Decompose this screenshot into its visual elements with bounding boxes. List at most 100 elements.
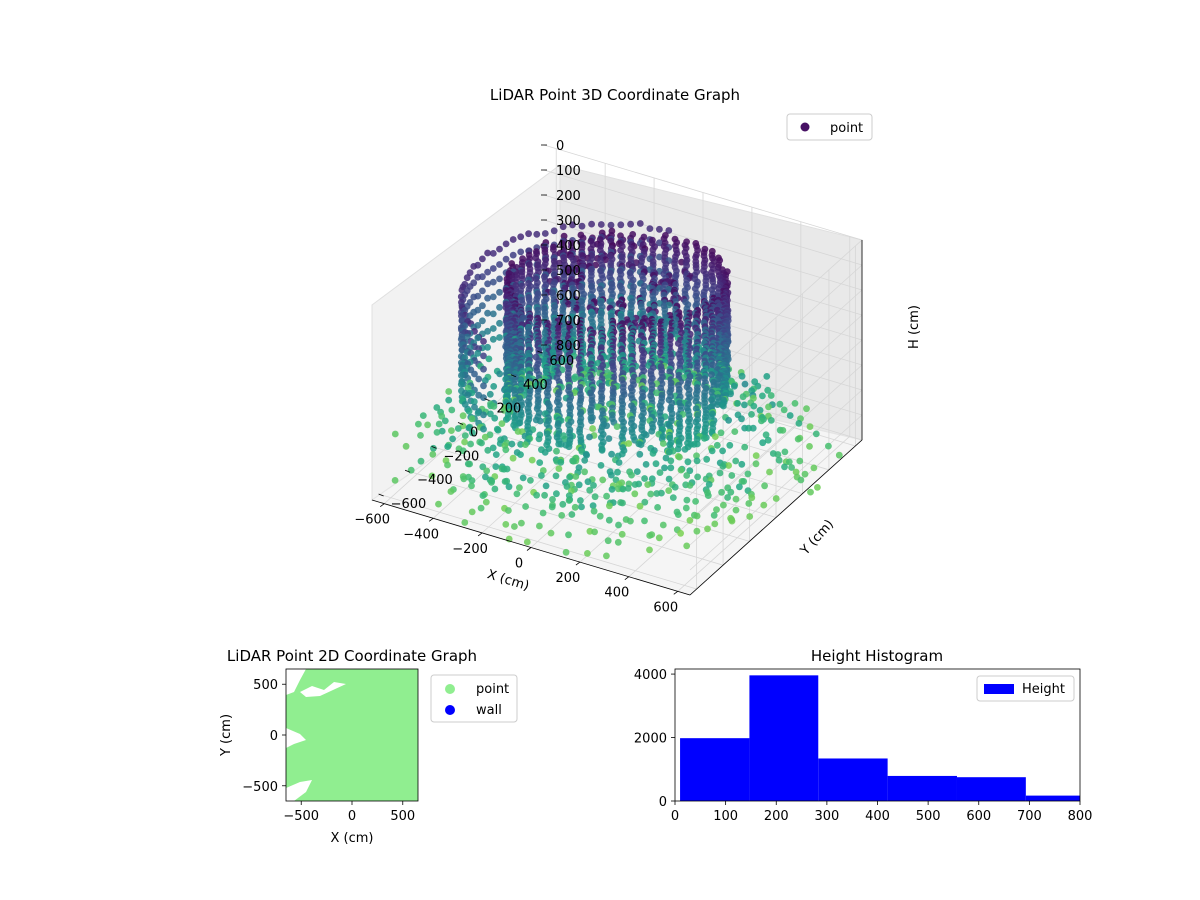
lidar-point-3d (505, 507, 512, 514)
lidar-point-3d (614, 468, 621, 476)
lidar-point-3d (581, 468, 588, 476)
z-tick-label-3d: 400 (556, 239, 581, 254)
lidar-point-3d (641, 475, 648, 482)
lidar-point-3d (560, 358, 567, 365)
lidar-point-3d (517, 441, 524, 448)
lidar-point-3d (795, 420, 803, 427)
ticks-3d: −600−400−2000200400600−600−400−200020040… (354, 139, 678, 615)
lidar-point-3d (496, 370, 504, 378)
lidar-point-3d (533, 230, 541, 238)
histogram-bar (956, 777, 1026, 801)
lidar-point-3d (458, 372, 465, 379)
lidar-point-3d (765, 403, 772, 411)
lidar-point-3d (533, 491, 540, 499)
lidar-point-3d (599, 476, 607, 484)
lidar-point-3d (659, 521, 667, 529)
lidar-point-3d (656, 239, 663, 247)
lidar-point-3d (792, 468, 800, 476)
lidar-point-3d (461, 432, 469, 439)
lidar-point-3d (474, 273, 482, 281)
z-tick-label-3d: 700 (556, 314, 581, 329)
lidar-point-3d (788, 464, 795, 471)
histogram-title: Height Histogram (811, 647, 943, 665)
lidar-point-3d (428, 472, 436, 480)
lidar-point-3d (767, 392, 775, 399)
lidar-point-3d (471, 403, 478, 411)
lidar-point-3d (738, 415, 745, 423)
lidar-point-3d (424, 421, 431, 429)
lidar-point-3d (527, 477, 534, 484)
lidar-point-3d (807, 488, 814, 496)
legend-2d-wall-label: wall (476, 703, 502, 718)
x-tick-3d (477, 532, 483, 537)
ticks-2d: −500 0 500 −500 0 500 (242, 678, 415, 824)
lidar-point-3d (703, 455, 711, 463)
lidar-point-3d (619, 499, 626, 507)
lidar-point-3d (636, 502, 644, 510)
lidar-point-3d (565, 497, 573, 504)
lidar-point-3d (511, 523, 518, 530)
histogram-bar (749, 675, 819, 801)
lidar-point-3d (803, 405, 810, 413)
lidar-point-3d (486, 390, 494, 398)
lidar-point-3d (407, 466, 415, 474)
lidar-point-3d (553, 490, 560, 498)
lidar-point-3d (741, 380, 749, 388)
x-tick-label-histogram: 200 (764, 809, 789, 824)
lidar-point-3d (557, 458, 565, 466)
lidar-point-3d (656, 225, 663, 233)
lidar-point-3d (814, 484, 821, 491)
lidar-point-3d (496, 288, 503, 296)
y-tick-label-3d: −400 (417, 473, 453, 488)
y-tick-3d (510, 374, 517, 378)
lidar-point-3d (606, 502, 613, 510)
lidar-point-3d (763, 373, 771, 380)
lidar-point-3d (415, 420, 422, 428)
lidar-point-3d (489, 265, 497, 272)
lidar-point-3d (644, 481, 652, 488)
lidar-point-3d (692, 498, 699, 505)
lidar-point-3d (483, 467, 491, 475)
lidar-point-3d (480, 394, 487, 401)
lidar-point-3d (762, 431, 770, 439)
lidar-point-3d (716, 469, 724, 477)
lidar-point-3d (502, 240, 510, 248)
lidar-point-3d (596, 512, 604, 520)
lidar-point-3d (732, 495, 740, 503)
lidar-point-3d (641, 517, 648, 525)
lidar-point-3d (461, 438, 468, 446)
lidar-point-3d (509, 236, 517, 243)
lidar-point-3d (474, 349, 482, 357)
lidar-point-3d (548, 503, 556, 511)
lidar-point-3d (602, 256, 609, 264)
lidar-point-3d (607, 221, 615, 229)
empty-region-left (286, 728, 306, 748)
lidar-point-3d (505, 483, 513, 491)
lidar-point-3d (519, 474, 527, 482)
lidar-point-3d (457, 381, 465, 388)
lidar-point-3d (780, 406, 788, 414)
lidar-point-3d (617, 221, 625, 229)
lidar-point-3d (489, 335, 497, 343)
lidar-point-3d (435, 500, 442, 508)
lidar-point-3d (738, 372, 746, 380)
points-3d (391, 220, 843, 560)
lidar-point-3d (489, 293, 497, 301)
x-tick-3d (624, 576, 630, 581)
lidar-point-3d (686, 517, 694, 524)
lidar-point-3d (694, 473, 701, 481)
lidar-point-3d (665, 487, 673, 494)
lidar-point-3d (677, 529, 684, 537)
z-tick-label-3d: 800 (556, 339, 581, 354)
lidar-point-3d (539, 509, 547, 517)
y-tick-3d (404, 469, 411, 473)
lidar-point-3d (653, 490, 661, 497)
grid-line-left-horizontal (689, 389, 863, 546)
x-tick-label-3d: 600 (653, 600, 678, 615)
lidar-point-3d (459, 447, 467, 455)
lidar-point-3d (608, 450, 615, 458)
y-axis-label-2d: Y (cm) (219, 714, 234, 757)
lidar-point-3d (438, 412, 446, 420)
lidar-point-3d (779, 427, 787, 434)
lidar-point-3d (590, 482, 597, 489)
